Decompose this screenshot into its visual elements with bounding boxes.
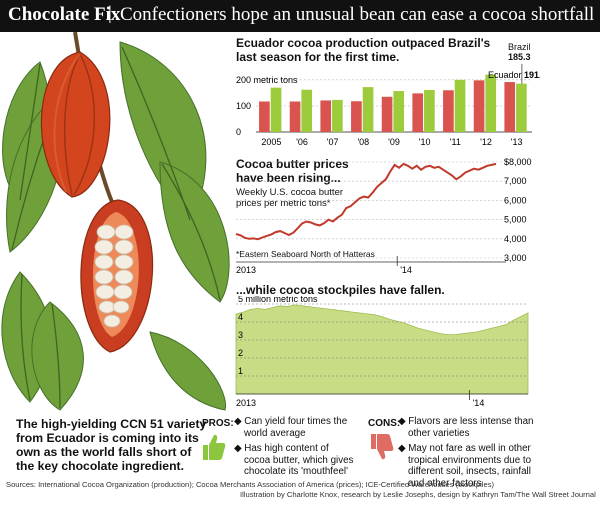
intro-note: The high-yielding CCN 51 variety from Ec… bbox=[16, 417, 207, 473]
thumbs-down-icon bbox=[371, 434, 394, 460]
bar-ecuador bbox=[504, 82, 516, 132]
y-tick-label: 2 bbox=[238, 348, 243, 358]
bar-brazil bbox=[485, 74, 497, 132]
sources-note: Sources: International Cocoa Organizatio… bbox=[6, 480, 495, 489]
bar-ecuador bbox=[381, 96, 393, 132]
y-tick-label: 5 million metric tons bbox=[238, 296, 318, 304]
bar-chart-title: Ecuador cocoa production outpaced Brazil… bbox=[236, 36, 491, 64]
bar-brazil bbox=[270, 87, 282, 132]
x-tick-label: '14 bbox=[473, 398, 485, 408]
y-tick-label: 3 bbox=[238, 330, 243, 340]
bar-brazil bbox=[454, 79, 466, 132]
bar-ecuador bbox=[473, 80, 485, 132]
pros-item: ◆ Has high content of cocoa butter, whic… bbox=[234, 443, 354, 477]
x-tick-label: 2013 bbox=[236, 398, 256, 408]
cons-item: ◆ May not fare as well in other tropical… bbox=[398, 443, 532, 489]
cocoa-pod-illustration bbox=[1, 32, 230, 411]
line-chart-title: Cocoa butter prices have been rising... bbox=[236, 157, 349, 185]
cons-item: ◆ Flavors are less intense than other va… bbox=[398, 416, 534, 439]
y-tick-label: 1 bbox=[238, 366, 243, 376]
x-tick-label: '13 bbox=[511, 137, 523, 147]
pros-item: ◆ Can yield four times the world average bbox=[234, 416, 348, 439]
pros-list: ◆ Can yield four times the world average… bbox=[234, 416, 354, 482]
x-tick-label: '09 bbox=[388, 137, 400, 147]
cons-label: CONS: bbox=[368, 418, 401, 429]
bar-ecuador bbox=[443, 90, 454, 132]
pros-label: PROS: bbox=[202, 418, 234, 429]
y-tick-label: 3,000 bbox=[504, 253, 527, 263]
x-tick-label: '10 bbox=[419, 137, 431, 147]
header-kicker: Chocolate Fix bbox=[8, 4, 121, 25]
y-tick-label: 4,000 bbox=[504, 234, 527, 244]
x-tick-label: 2013 bbox=[236, 265, 256, 275]
bar-ecuador bbox=[289, 101, 301, 132]
price-line bbox=[235, 162, 497, 241]
area-chart-title: ...while cocoa stockpiles have fallen. bbox=[236, 283, 445, 297]
x-tick-label: '06 bbox=[296, 137, 308, 147]
bar-chart: 0 100 200 metric tons 2005 '06 '07 '08 '09 '10 '1… bbox=[236, 64, 540, 147]
x-tick-label: '14 bbox=[400, 265, 412, 275]
header-bar: Chocolate Fix | Confectioners hope an un… bbox=[0, 0, 600, 32]
cons-list: ◆ Flavors are less intense than other va… bbox=[398, 416, 538, 493]
y-tick-label: 200 metric tons bbox=[236, 75, 298, 85]
ecuador-annotation-label: Ecuador bbox=[488, 70, 522, 80]
y-tick-label: 5,000 bbox=[504, 215, 527, 225]
line-chart-footnote: *Eastern Seaboard North of Hatteras bbox=[236, 249, 375, 259]
line-chart-subtitle: Weekly U.S. cocoa butter prices per metr… bbox=[236, 187, 344, 209]
y-tick-label: 6,000 bbox=[504, 195, 527, 205]
y-tick-label: 100 bbox=[236, 101, 251, 111]
split-pod bbox=[80, 199, 154, 353]
bar-brazil bbox=[332, 99, 343, 132]
bar-brazil bbox=[516, 83, 527, 132]
header-headline: Confectioners hope an unusual bean can e… bbox=[120, 4, 595, 25]
x-tick-label: '12 bbox=[480, 137, 492, 147]
bar-ecuador bbox=[351, 101, 362, 132]
whole-pod bbox=[40, 51, 111, 198]
bar-ecuador bbox=[320, 100, 332, 132]
brazil-annotation-value: 185.3 bbox=[508, 52, 531, 62]
stockpile-area bbox=[235, 304, 529, 395]
x-tick-label: '11 bbox=[450, 137, 461, 147]
y-tick-label: 4 bbox=[238, 312, 243, 322]
x-tick-label: '07 bbox=[327, 137, 339, 147]
x-tick-label: 2005 bbox=[261, 137, 281, 147]
area-chart: 1 2 3 4 5 million metric tons 2013 '14 bbox=[235, 296, 529, 408]
line-chart: 3,000 4,000 5,000 6,000 7,000 $8,000 2013 '14 bbox=[235, 157, 532, 275]
brazil-annotation: Brazil 185.3 bbox=[508, 42, 531, 62]
credits-note: Illustration by Charlotte Knox, research… bbox=[240, 490, 596, 499]
bar-brazil bbox=[362, 87, 374, 132]
brazil-annotation-label: Brazil bbox=[508, 42, 531, 52]
bar-brazil bbox=[393, 91, 405, 132]
y-tick-label: 0 bbox=[236, 127, 241, 137]
y-tick-label: $8,000 bbox=[504, 157, 532, 167]
header-separator: | bbox=[108, 3, 112, 24]
bar-brazil bbox=[424, 90, 435, 132]
bar-ecuador bbox=[412, 93, 424, 132]
y-tick-label: 7,000 bbox=[504, 176, 527, 186]
ecuador-annotation-value: 191.5 bbox=[524, 70, 540, 80]
thumbs-up-icon bbox=[203, 434, 226, 460]
bar-ecuador bbox=[259, 101, 270, 132]
bar-brazil bbox=[301, 89, 313, 132]
x-tick-label: '08 bbox=[357, 137, 369, 147]
